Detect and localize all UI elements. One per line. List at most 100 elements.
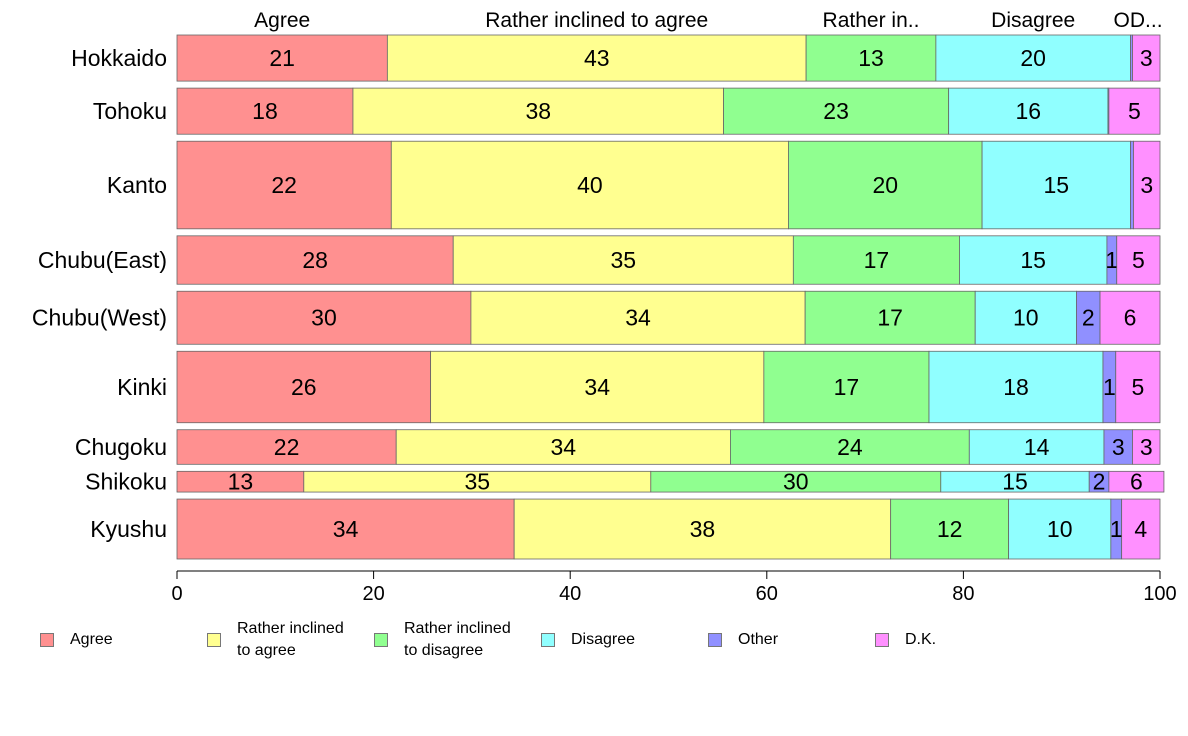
bar-chugoku-disagree: [968, 429, 1105, 465]
data-label: 20: [872, 172, 898, 198]
bar-tohoku-agree: [176, 87, 354, 135]
data-label: 40: [577, 172, 603, 198]
category-label: Kanto: [107, 172, 167, 198]
data-label: 1: [1103, 374, 1116, 400]
data-label: 5: [1132, 247, 1145, 273]
category-label: Kinki: [117, 374, 167, 400]
bar-kanto-disagree: [981, 140, 1131, 230]
x-tick-label: 20: [362, 583, 384, 605]
data-label: 35: [465, 469, 491, 495]
data-label: 3: [1140, 45, 1153, 71]
category-label: Kyushu: [90, 516, 167, 542]
top-series-label: O.: [1114, 9, 1136, 32]
bar-chubu-east-disagree: [959, 235, 1108, 285]
data-label: 38: [690, 516, 716, 542]
bar-kinki-d-k: [1115, 350, 1161, 424]
top-series-label: Rather in..: [823, 9, 920, 32]
data-label: 20: [1020, 45, 1046, 71]
bar-kanto-other: [1130, 140, 1134, 230]
data-label: 23: [823, 98, 849, 124]
bar-chugoku-d-k: [1132, 429, 1161, 465]
bar-kanto-d-k: [1133, 140, 1161, 230]
bar-chubu-east-agree: [176, 235, 454, 285]
bar-chugoku-agree: [176, 429, 397, 465]
category-label: Hokkaido: [71, 45, 167, 71]
x-tick-label: 100: [1143, 583, 1176, 605]
bar-tohoku-rather-inclined-to-disagree: [723, 87, 950, 135]
bar-tohoku-d-k: [1108, 87, 1161, 135]
data-label: 17: [877, 305, 903, 331]
bar-tohoku-rather-inclined-to-agree: [352, 87, 724, 135]
data-label: 3: [1140, 172, 1153, 198]
data-label: 18: [252, 98, 278, 124]
bar-chugoku-rather-inclined-to-disagree: [730, 429, 970, 465]
data-label: 6: [1124, 305, 1137, 331]
data-label: 21: [269, 45, 295, 71]
data-label: 10: [1047, 516, 1073, 542]
category-label: Tohoku: [93, 98, 167, 124]
bar-kyushu-rather-inclined-to-disagree: [890, 498, 1010, 560]
bar-kinki-rather-inclined-to-disagree: [763, 350, 930, 424]
data-label: 2: [1093, 469, 1106, 495]
data-label: 15: [1020, 247, 1046, 273]
bar-chugoku-rather-inclined-to-agree: [395, 429, 731, 465]
bar-kanto-rather-inclined-to-disagree: [788, 140, 983, 230]
category-label: Chugoku: [75, 434, 167, 460]
bar-chubu-west-d-k: [1099, 290, 1161, 345]
data-label: 17: [864, 247, 890, 273]
bar-hokkaido-agree: [176, 34, 388, 82]
data-label: 38: [525, 98, 551, 124]
bar-chubu-west-rather-inclined-to-disagree: [804, 290, 976, 345]
data-label: 3: [1112, 434, 1125, 460]
data-label: 22: [271, 172, 297, 198]
bar-kinki-disagree: [928, 350, 1104, 424]
data-label: 4: [1134, 516, 1147, 542]
data-label: 24: [837, 434, 863, 460]
bar-chubu-east-rather-inclined-to-agree: [452, 235, 794, 285]
category-label: Chubu(East): [38, 247, 167, 273]
data-label: 34: [625, 305, 651, 331]
data-label: 28: [302, 247, 328, 273]
data-label: 10: [1013, 305, 1039, 331]
bar-hokkaido-d-k: [1132, 34, 1161, 82]
bar-kyushu-d-k: [1121, 498, 1161, 560]
data-label: 16: [1015, 98, 1041, 124]
data-label: 1: [1110, 516, 1123, 542]
data-label: 1: [1105, 247, 1118, 273]
data-label: 13: [228, 469, 254, 495]
data-label: 15: [1043, 172, 1069, 198]
data-label: 2: [1082, 305, 1095, 331]
data-label: 34: [333, 516, 359, 542]
x-tick-label: 80: [952, 583, 974, 605]
data-label: 34: [551, 434, 577, 460]
bar-hokkaido-rather-inclined-to-agree: [386, 34, 807, 82]
bar-kyushu-agree: [176, 498, 515, 560]
bar-kyushu-disagree: [1008, 498, 1112, 560]
bar-kyushu-rather-inclined-to-agree: [513, 498, 892, 560]
bar-hokkaido-disagree: [935, 34, 1131, 82]
data-label: 15: [1002, 469, 1028, 495]
data-label: 14: [1024, 434, 1050, 460]
bar-kanto-agree: [176, 140, 392, 230]
data-label: 5: [1128, 98, 1141, 124]
bar-chugoku-other: [1103, 429, 1133, 465]
bar-kinki-agree: [176, 350, 432, 424]
bar-tohoku-disagree: [948, 87, 1109, 135]
bar-chubu-east-d-k: [1116, 235, 1161, 285]
top-series-label: Rather inclined to agree: [485, 9, 708, 32]
x-tick-label: 60: [756, 583, 778, 605]
category-label: Shikoku: [85, 469, 167, 495]
data-label: 43: [584, 45, 610, 71]
data-label: 12: [937, 516, 963, 542]
data-label: 34: [584, 374, 610, 400]
data-label: 30: [783, 469, 809, 495]
data-label: 26: [291, 374, 317, 400]
bar-chubu-west-rather-inclined-to-agree: [470, 290, 806, 345]
top-series-label: D...: [1130, 9, 1163, 32]
bar-chubu-west-disagree: [974, 290, 1077, 345]
data-label: 17: [834, 374, 860, 400]
bar-kanto-rather-inclined-to-agree: [390, 140, 789, 230]
bar-hokkaido-rather-inclined-to-disagree: [805, 34, 937, 82]
data-label: 35: [610, 247, 636, 273]
